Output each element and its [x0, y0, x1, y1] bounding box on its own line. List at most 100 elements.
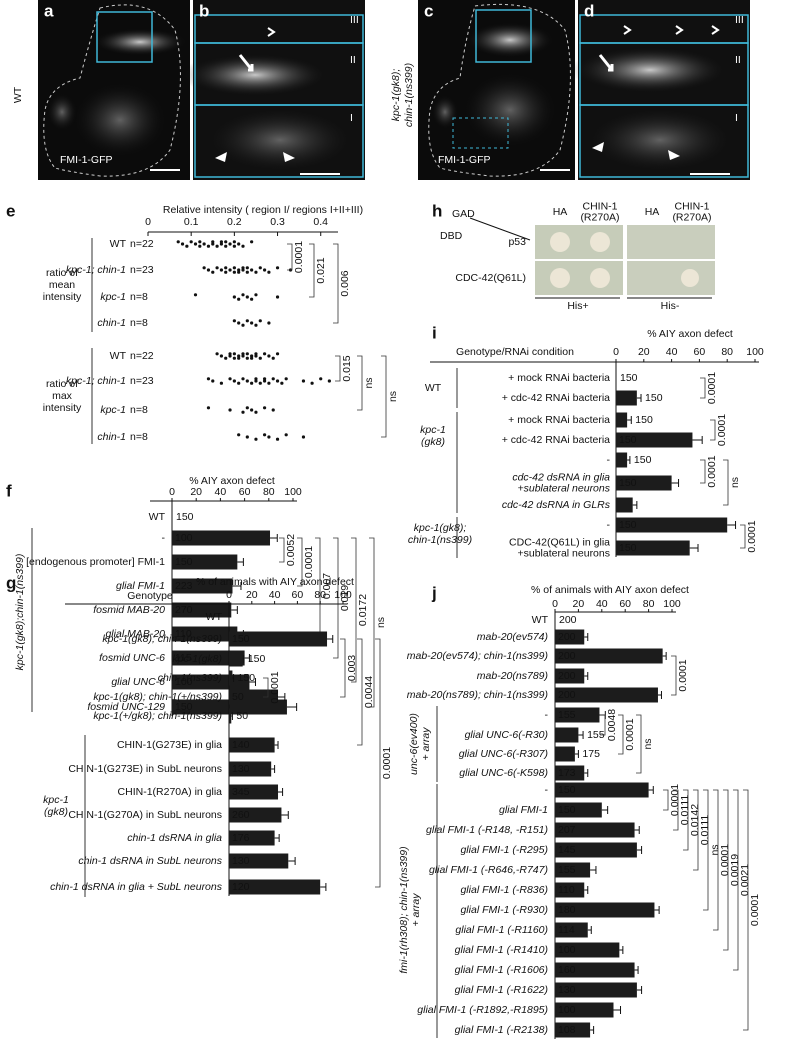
- data-dot: [224, 356, 228, 360]
- n-label: 345: [232, 786, 250, 798]
- bar: [555, 802, 602, 818]
- data-dot: [267, 381, 271, 385]
- bar: [229, 761, 272, 777]
- data-dot: [241, 323, 245, 327]
- error-bar: [636, 394, 642, 402]
- data-dot: [250, 297, 254, 301]
- data-dot: [237, 354, 241, 358]
- category-label: glial FMI-1 (-R1410): [455, 944, 548, 956]
- n-label: 110: [175, 628, 192, 640]
- data-dot: [262, 268, 267, 272]
- error-bar: [692, 436, 703, 444]
- x-tick-label: 20: [190, 486, 202, 498]
- data-dot: [185, 244, 189, 248]
- bar: [555, 629, 585, 645]
- significance-bracket: [600, 714, 606, 736]
- bar: [555, 687, 658, 703]
- x-tick-label: 80: [721, 346, 733, 358]
- data-dot: [189, 240, 193, 244]
- p-value: 0.0001: [677, 659, 689, 691]
- p-value: 0.003: [346, 655, 358, 681]
- bar: [616, 390, 637, 406]
- category-label: cdc-42 dsRNA in glia: [512, 471, 610, 483]
- bar: [555, 902, 655, 918]
- data-dot: [232, 379, 236, 383]
- n-label: 100: [558, 944, 576, 956]
- data-dot: [232, 319, 236, 323]
- error-bar: [584, 633, 589, 641]
- category-label: glial UNC-6(-R30): [465, 729, 548, 741]
- category-label: glial UNC-6(-K598): [459, 767, 548, 779]
- significance-bracket: [375, 638, 381, 888]
- category-label: glial UNC-6(-R307): [459, 748, 548, 760]
- bar: [555, 782, 649, 798]
- group-label: (gk8): [421, 436, 445, 448]
- data-dot: [254, 377, 258, 381]
- category-label: fosmid MAB-20: [93, 604, 165, 616]
- bar: [616, 432, 693, 448]
- category-label: WT: [149, 511, 166, 523]
- group-label: WT: [425, 382, 442, 394]
- n-label: 100: [175, 676, 193, 688]
- category-label: chin-1 dsRNA in SubL neurons: [78, 855, 222, 867]
- bar: [229, 670, 233, 686]
- data-dot: [219, 268, 224, 272]
- bar: [555, 982, 637, 998]
- p-value: 0.0001: [749, 894, 761, 926]
- axis-title: % AIY axon defect: [189, 475, 275, 487]
- bar: [229, 807, 282, 823]
- error-bar: [657, 691, 662, 699]
- data-dot: [241, 266, 245, 270]
- row-label: p53: [508, 236, 526, 248]
- bar: [229, 784, 279, 800]
- p-value: 0.0001: [746, 520, 758, 552]
- data-dot: [206, 268, 211, 272]
- data-dot: [262, 377, 267, 381]
- x-tick-label: 40: [666, 346, 678, 358]
- error-bar: [654, 906, 660, 914]
- n-label: 150: [558, 784, 576, 796]
- category-label: glial FMI-1 (-R646,-R747): [429, 864, 548, 876]
- group-label: ratio of: [46, 378, 78, 390]
- axis-title: % AIY axon defect: [647, 328, 733, 340]
- group-label: kpc-1: [420, 424, 446, 436]
- category-label: glial FMI-1 (-R2138): [455, 1024, 548, 1036]
- group-label: kpc-1(gk8);: [414, 522, 467, 534]
- bar: [229, 830, 275, 846]
- bar: [616, 497, 633, 513]
- p-value: 0.0001: [716, 414, 728, 446]
- panel-letter: f: [6, 481, 12, 500]
- p-value: 0.006: [339, 270, 351, 296]
- data-dot: [237, 321, 241, 325]
- data-dot: [267, 321, 271, 325]
- data-dot: [275, 352, 280, 356]
- significance-bracket: [357, 355, 363, 411]
- bar: [555, 882, 585, 898]
- category-label: +sublateral neurons: [517, 482, 610, 494]
- n-label: 200: [558, 650, 576, 662]
- x-tick-label: 0.1: [184, 216, 199, 228]
- significance-bracket: [723, 789, 729, 951]
- data-dot: [224, 266, 228, 270]
- data-dot: [228, 354, 232, 358]
- category-label: WT: [206, 611, 223, 623]
- group-label: ratio of: [46, 267, 78, 279]
- data-dot: [232, 240, 236, 244]
- significance-bracket: [673, 789, 679, 831]
- category-label: glial FMI-1 (-R148, -R151): [426, 824, 548, 836]
- significance-bracket: [340, 638, 346, 698]
- data-dot: [267, 354, 271, 358]
- significance-bracket: [618, 714, 624, 755]
- data-dot: [219, 354, 224, 358]
- p-value: 0.019: [339, 585, 351, 611]
- data-dot: [262, 433, 267, 437]
- x-tick-label: 0: [552, 598, 558, 610]
- data-dot: [237, 242, 241, 246]
- bar: [229, 853, 289, 869]
- x-tick-label: 60: [619, 598, 631, 610]
- x-tick-label: 0: [145, 216, 151, 228]
- significance-bracket: [309, 243, 315, 298]
- data-dot: [310, 381, 314, 385]
- category-label: mab-20(ev574): [477, 631, 548, 643]
